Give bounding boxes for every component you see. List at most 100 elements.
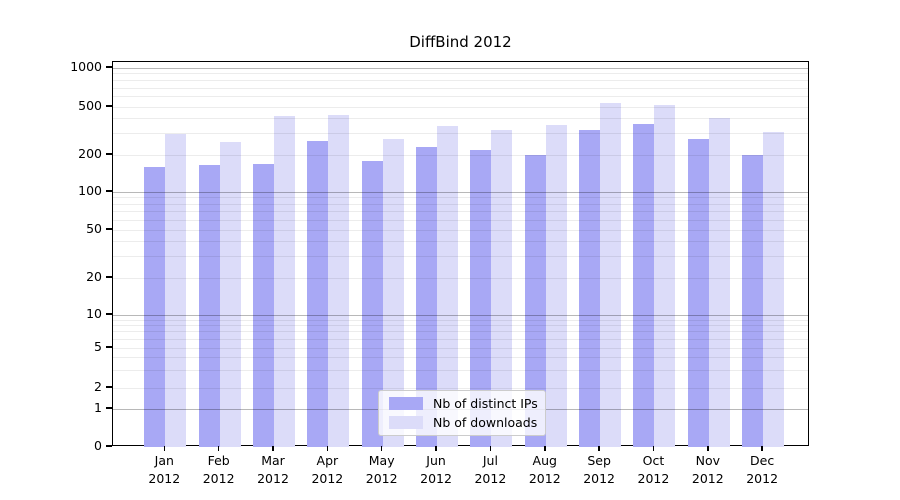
x-tick-dec-2012 (761, 446, 763, 451)
bar-downloads-nov-2012 (708, 118, 730, 447)
x-tick-label-jun-2012: Jun 2012 (420, 453, 452, 486)
legend-item-distinct-ips: Nb of distinct IPs (389, 396, 538, 411)
bar-downloads-apr-2012 (328, 114, 350, 447)
legend-label-distinct-ips: Nb of distinct IPs (433, 396, 538, 411)
y-tick-label-10: 10 (86, 306, 102, 321)
y-tick-label-200: 200 (78, 146, 102, 161)
bar-downloads-jan-2012 (165, 133, 187, 447)
x-tick-mar-2012 (272, 446, 274, 451)
x-tick-label-aug-2012: Aug 2012 (528, 453, 561, 486)
gridline-minor-5 (113, 347, 808, 349)
gridline-minor-20 (113, 277, 808, 279)
y-tick-1000 (106, 66, 112, 68)
bar-distinct-ips-feb-2012 (198, 165, 220, 447)
gridline-minor-2 (113, 387, 808, 389)
y-tick-label-5: 5 (94, 339, 102, 354)
bar-distinct-ips-oct-2012 (633, 124, 655, 447)
gridline-minor-90 (113, 197, 808, 199)
gridline-major-1000 (113, 67, 808, 69)
gridline-minor-700 (113, 87, 808, 89)
y-tick-10 (106, 313, 112, 315)
bar-downloads-mar-2012 (274, 116, 295, 447)
bar-distinct-ips-nov-2012 (687, 139, 709, 447)
x-tick-label-jul-2012: Jul 2012 (474, 453, 507, 486)
gridline-minor-6 (113, 338, 808, 340)
y-tick-label-100: 100 (78, 183, 102, 198)
bar-downloads-jun-2012 (437, 125, 459, 447)
gridline-minor-3 (113, 369, 808, 371)
gridline-minor-800 (113, 80, 808, 82)
gridline-minor-60 (113, 219, 808, 221)
x-tick-jan-2012 (163, 446, 166, 451)
y-tick-1 (106, 407, 112, 409)
gridline-major-10 (113, 314, 808, 316)
bar-downloads-oct-2012 (654, 105, 676, 447)
bar-distinct-ips-apr-2012 (307, 141, 329, 447)
x-tick-feb-2012 (217, 446, 220, 451)
y-tick-0 (106, 445, 112, 447)
x-tick-label-nov-2012: Nov 2012 (691, 453, 724, 486)
bar-distinct-ips-dec-2012 (742, 155, 764, 447)
gridline-minor-50 (113, 229, 808, 231)
x-tick-label-may-2012: May 2012 (365, 453, 398, 486)
gridline-minor-300 (113, 133, 808, 135)
y-tick-500 (106, 105, 112, 107)
gridline-minor-70 (113, 211, 808, 213)
y-tick-100 (106, 190, 112, 192)
bar-distinct-ips-jun-2012 (416, 146, 438, 447)
gridline-minor-4 (113, 357, 808, 359)
gridline-minor-600 (113, 96, 808, 98)
x-tick-label-sep-2012: Sep 2012 (583, 453, 615, 486)
x-tick-oct-2012 (652, 446, 655, 451)
bar-distinct-ips-aug-2012 (524, 155, 546, 447)
legend-label-downloads: Nb of downloads (433, 415, 538, 430)
y-tick-label-500: 500 (78, 98, 102, 113)
y-tick-label-1: 1 (94, 400, 102, 415)
gridline-minor-200 (113, 154, 808, 156)
grid-layer (113, 62, 808, 445)
x-tick-nov-2012 (707, 446, 709, 451)
legend-swatch-distinct-ips (389, 397, 423, 410)
gridline-minor-40 (113, 241, 808, 243)
x-tick-label-oct-2012: Oct 2012 (637, 453, 670, 486)
x-tick-label-mar-2012: Mar 2012 (257, 453, 289, 486)
x-tick-label-dec-2012: Dec 2012 (746, 453, 779, 486)
bar-distinct-ips-may-2012 (361, 160, 383, 447)
x-tick-label-jan-2012: Jan 2012 (148, 453, 181, 486)
bar-distinct-ips-sep-2012 (579, 130, 601, 447)
x-tick-sep-2012 (598, 446, 600, 451)
x-tick-may-2012 (380, 446, 383, 451)
y-tick-2 (106, 386, 112, 388)
y-tick-200 (106, 153, 112, 155)
gridline-minor-900 (113, 73, 808, 75)
gridline-minor-500 (113, 106, 808, 108)
gridline-minor-30 (113, 256, 808, 258)
y-tick-label-1000: 1000 (70, 59, 102, 74)
bar-downloads-jul-2012 (491, 129, 513, 447)
y-tick-50 (106, 228, 112, 230)
bars-layer (113, 62, 808, 447)
gridline-minor-80 (113, 203, 808, 205)
bar-downloads-feb-2012 (219, 142, 241, 447)
gridline-minor-400 (113, 118, 808, 120)
bar-downloads-dec-2012 (763, 132, 785, 447)
plot-area (112, 61, 809, 447)
y-tick-label-20: 20 (86, 269, 102, 284)
chart-title: DiffBind 2012 (409, 33, 512, 51)
bar-distinct-ips-jan-2012 (144, 166, 166, 447)
gridline-major-100 (113, 191, 808, 193)
bar-downloads-sep-2012 (600, 103, 622, 447)
gridline-minor-8 (113, 325, 808, 327)
x-tick-label-apr-2012: Apr 2012 (311, 453, 344, 486)
legend-item-downloads: Nb of downloads (389, 415, 538, 430)
y-tick-20 (106, 276, 112, 278)
gridline-minor-7 (113, 331, 808, 333)
y-tick-label-2: 2 (94, 379, 102, 394)
legend: Nb of distinct IPs Nb of downloads (378, 390, 546, 436)
y-tick-5 (106, 346, 112, 348)
bar-distinct-ips-jul-2012 (470, 150, 492, 447)
x-tick-apr-2012 (326, 446, 329, 451)
y-tick-label-50: 50 (86, 221, 102, 236)
x-tick-jun-2012 (435, 446, 437, 451)
legend-swatch-downloads (389, 416, 423, 429)
